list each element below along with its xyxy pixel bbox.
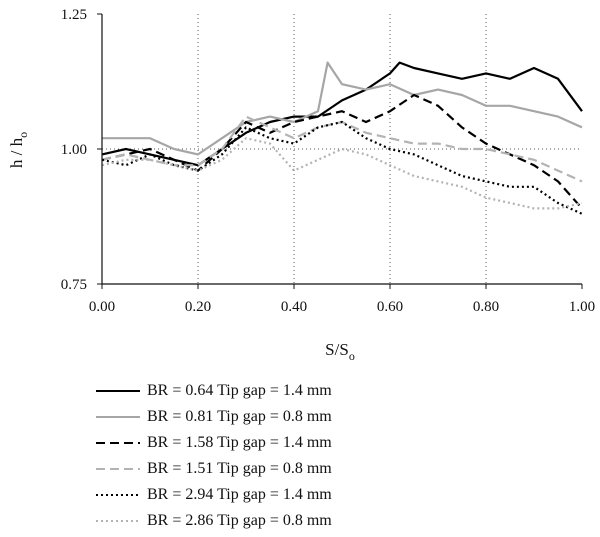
x-axis-label-sub: o: [349, 349, 355, 363]
legend-label: BR = 0.81 Tip gap = 0.8 mm: [147, 408, 332, 425]
legend-swatch: [96, 520, 140, 522]
x-tick-label: 0.60: [377, 299, 403, 315]
x-tick-label: 0.40: [281, 299, 307, 315]
legend-swatch: [96, 390, 140, 392]
y-tick-label: 0.75: [61, 277, 87, 293]
legend-label: BR = 2.94 Tip gap = 1.4 mm: [147, 486, 332, 503]
legend-label: BR = 1.51 Tip gap = 0.8 mm: [147, 460, 332, 477]
series-line-5: [101, 120, 583, 215]
series-line-3: [101, 93, 583, 210]
legend-item: BR = 0.81 Tip gap = 0.8 mm: [96, 404, 332, 430]
series-line-6: [101, 137, 583, 210]
series-line-1: [101, 61, 583, 167]
y-tick-label: 1.00: [61, 142, 87, 158]
plot-frame: [97, 13, 583, 289]
legend-label: BR = 1.58 Tip gap = 1.4 mm: [147, 434, 332, 451]
series-lines: [101, 61, 583, 215]
x-axis-label: S/So: [325, 340, 355, 363]
legend-swatch: [96, 442, 140, 444]
legend-swatch: [96, 468, 140, 470]
legend-item: BR = 1.51 Tip gap = 0.8 mm: [96, 456, 332, 482]
legend-swatch: [96, 416, 140, 418]
series-line-2: [102, 61, 583, 156]
legend-item: BR = 0.64 Tip gap = 1.4 mm: [96, 378, 332, 404]
x-tick-label: 1.00: [569, 299, 595, 315]
tick-labels: 0.00 0.20 0.40 0.60 0.80 1.00 0.75 1.00 1.25: [61, 7, 595, 315]
grid-lines: [102, 14, 582, 284]
legend-label: BR = 2.86 Tip gap = 0.8 mm: [147, 512, 332, 529]
x-tick-label: 0.80: [473, 299, 499, 315]
x-axis-label-main: S/S: [325, 340, 349, 359]
legend-label: BR = 0.64 Tip gap = 1.4 mm: [147, 382, 332, 399]
legend-item: BR = 2.94 Tip gap = 1.4 mm: [96, 482, 332, 508]
legend-swatch: [96, 494, 140, 496]
y-axis-label-sub: o: [16, 132, 30, 138]
x-tick-label: 0.20: [185, 299, 211, 315]
legend-item: BR = 1.58 Tip gap = 1.4 mm: [96, 430, 332, 456]
legend-item: BR = 2.86 Tip gap = 0.8 mm: [96, 508, 332, 534]
y-axis-label: h / ho: [7, 132, 30, 168]
y-tick-label: 1.25: [61, 7, 87, 23]
x-tick-label: 0.00: [89, 299, 115, 315]
chart-legend: BR = 0.64 Tip gap = 1.4 mm BR = 0.81 Tip…: [96, 378, 332, 534]
y-axis-label-main: h / h: [7, 137, 26, 168]
